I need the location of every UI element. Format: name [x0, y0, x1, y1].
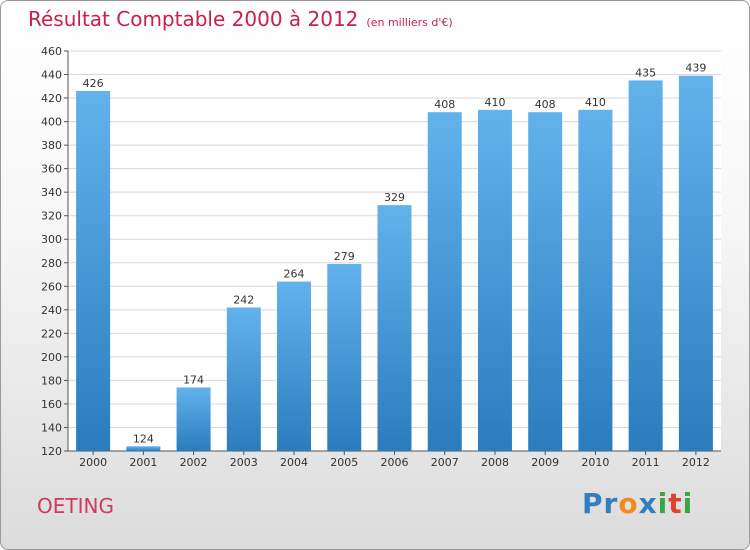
bar [76, 91, 111, 451]
y-tick-label: 380 [41, 139, 62, 152]
logo-letter: r [603, 487, 619, 520]
data-label: 410 [585, 96, 606, 109]
bar [126, 446, 161, 451]
bar [578, 109, 613, 451]
y-tick-label: 340 [41, 186, 62, 199]
x-tick-label: 2001 [129, 456, 157, 469]
data-label: 439 [685, 62, 706, 75]
y-tick-label: 220 [41, 327, 62, 340]
proxiti-logo: Proxiti [582, 487, 693, 520]
bar [477, 109, 512, 451]
data-label: 242 [233, 293, 254, 306]
y-tick-label: 320 [41, 210, 62, 223]
logo-letter: i [657, 487, 669, 520]
x-tick-label: 2010 [581, 456, 609, 469]
x-tick-label: 2012 [682, 456, 710, 469]
y-tick-label: 460 [41, 45, 62, 58]
commune-name: OETING [37, 494, 114, 518]
y-tick-label: 160 [41, 398, 62, 411]
data-label: 435 [635, 66, 656, 79]
data-label: 174 [183, 373, 204, 386]
x-tick-label: 2011 [632, 456, 660, 469]
x-tick-label: 2005 [330, 456, 358, 469]
y-tick-label: 300 [41, 233, 62, 246]
bar [678, 75, 713, 452]
y-tick-label: 360 [41, 163, 62, 176]
chart-subtitle: (en milliers d'€) [366, 16, 453, 29]
bar [327, 263, 362, 451]
value-labels: 426 124 174 242 264 279 329 408 410 408 410 435 439 [83, 62, 707, 446]
y-tick-label: 140 [41, 421, 62, 434]
x-tick-label: 2002 [180, 456, 208, 469]
y-tick-label: 180 [41, 374, 62, 387]
chart-title: Résultat Comptable 2000 à 2012 (en millie… [28, 7, 453, 31]
x-tick-label: 2004 [280, 456, 308, 469]
y-tick-label: 240 [41, 304, 62, 317]
logo-letter: o [618, 487, 639, 520]
x-tick-label: 2009 [531, 456, 559, 469]
y-tick-label: 120 [41, 445, 62, 458]
chart-title-text: Résultat Comptable 2000 à 2012 [28, 7, 359, 31]
y-tick-label: 420 [41, 92, 62, 105]
data-label: 426 [83, 77, 104, 90]
x-tick-label: 2006 [381, 456, 409, 469]
bar [377, 205, 412, 451]
data-label: 408 [434, 98, 455, 111]
logo-letter: x [638, 487, 658, 520]
x-tick-label: 2003 [230, 456, 258, 469]
y-tick-label: 200 [41, 351, 62, 364]
logo-letter: t [668, 487, 683, 520]
bar [176, 387, 211, 451]
x-tick-label: 2000 [79, 456, 107, 469]
y-tick-label: 400 [41, 116, 62, 129]
data-label: 408 [535, 98, 556, 111]
bar [277, 281, 312, 451]
data-label: 279 [334, 250, 355, 263]
logo-letter: i [682, 487, 694, 520]
y-tick-label: 260 [41, 280, 62, 293]
data-label: 329 [384, 191, 405, 204]
x-tick-label: 2007 [431, 456, 459, 469]
data-label: 410 [484, 96, 505, 109]
data-label: 124 [133, 432, 154, 445]
data-label: 264 [284, 268, 305, 281]
y-tick-label: 280 [41, 257, 62, 270]
bars [76, 75, 713, 452]
y-tick-label: 440 [41, 69, 62, 82]
x-tick-label: 2008 [481, 456, 509, 469]
logo-letter: P [582, 487, 604, 520]
bar [427, 112, 462, 452]
bar [226, 307, 261, 451]
axes: 120 140 160 180 200 220 240 260 280 300 320 340 360 3… [41, 45, 721, 469]
bar [628, 80, 663, 451]
bar [528, 112, 563, 452]
